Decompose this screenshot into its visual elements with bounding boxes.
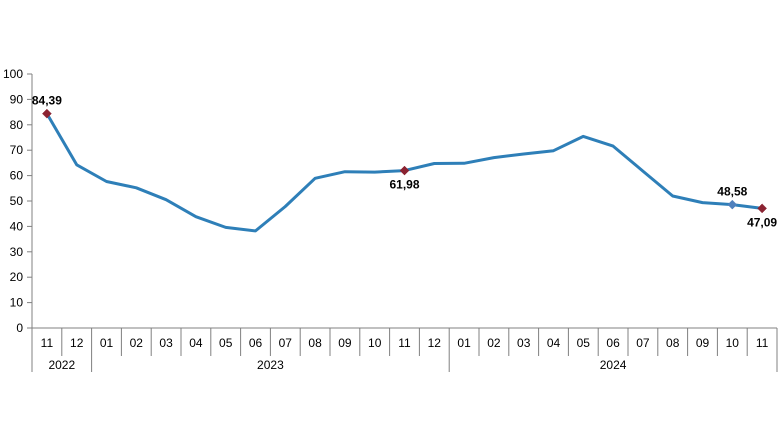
x-tick-label: 05 xyxy=(577,336,591,350)
x-tick-label: 04 xyxy=(547,336,561,350)
x-tick-label: 07 xyxy=(279,336,293,350)
x-tick-label: 06 xyxy=(249,336,263,350)
x-tick-label: 11 xyxy=(756,336,769,350)
x-tick-label: 02 xyxy=(130,336,144,350)
x-tick-label: 08 xyxy=(666,336,680,350)
y-tick-label: 60 xyxy=(10,169,24,183)
y-tick-label: 0 xyxy=(16,321,23,335)
year-group-label: 2022 xyxy=(48,358,75,372)
x-tick-label: 10 xyxy=(368,336,382,350)
data-label: 84,39 xyxy=(32,94,62,108)
y-tick-label: 30 xyxy=(10,245,24,259)
x-tick-label: 11 xyxy=(398,336,411,350)
x-tick-label: 01 xyxy=(100,336,114,350)
data-point-marker xyxy=(399,165,410,176)
y-tick-label: 50 xyxy=(10,194,24,208)
y-tick-label: 80 xyxy=(10,118,24,132)
x-tick-label: 01 xyxy=(457,336,471,350)
x-tick-label: 10 xyxy=(726,336,740,350)
x-tick-label: 08 xyxy=(308,336,322,350)
x-tick-label: 09 xyxy=(338,336,352,350)
x-tick-label: 05 xyxy=(219,336,233,350)
y-tick-label: 90 xyxy=(10,92,24,106)
data-label: 61,98 xyxy=(389,178,419,192)
x-tick-label: 12 xyxy=(70,336,84,350)
y-tick-label: 20 xyxy=(10,270,24,284)
x-tick-label: 03 xyxy=(159,336,173,350)
data-label: 48,58 xyxy=(717,185,747,199)
data-point-marker xyxy=(757,203,767,214)
x-tick-label: 03 xyxy=(517,336,531,350)
y-tick-label: 10 xyxy=(10,296,24,310)
data-point-marker xyxy=(727,199,738,210)
data-label: 47,09 xyxy=(747,215,777,229)
y-tick-label: 40 xyxy=(10,219,24,233)
x-tick-label: 12 xyxy=(428,336,442,350)
year-group-label: 2023 xyxy=(257,358,284,372)
x-tick-label: 09 xyxy=(696,336,710,350)
x-tick-label: 11 xyxy=(41,336,54,350)
year-group-label: 2024 xyxy=(600,358,627,372)
x-tick-label: 02 xyxy=(487,336,501,350)
data-point-marker xyxy=(42,108,52,119)
y-tick-label: 70 xyxy=(10,143,24,157)
x-tick-label: 04 xyxy=(189,336,203,350)
x-tick-label: 07 xyxy=(636,336,650,350)
y-tick-label: 100 xyxy=(3,67,23,81)
x-tick-label: 06 xyxy=(606,336,620,350)
